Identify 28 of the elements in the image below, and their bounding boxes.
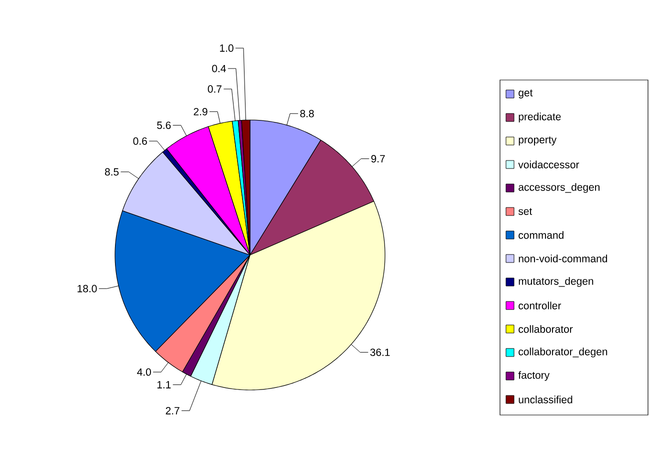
legend-label: set	[518, 208, 532, 215]
legend-label: non-void-command	[518, 254, 608, 262]
data-label: 18.0	[78, 284, 97, 292]
data-label: 8.8	[300, 110, 314, 118]
data-label: 36.1	[370, 348, 390, 356]
data-label: 2.9	[194, 108, 208, 116]
data-label: 5.6	[157, 122, 171, 129]
legend-label: collaborator_degen	[518, 348, 608, 358]
data-label: 1.1	[157, 381, 171, 388]
data-label: 9.7	[371, 155, 385, 162]
legend-label: get	[518, 90, 533, 98]
data-label: 0.6	[133, 137, 147, 145]
legend-label: collaborator	[518, 325, 573, 333]
legend-label: property	[518, 136, 557, 146]
legend-label: voidaccessor	[518, 160, 580, 168]
data-label: 2.7	[166, 407, 180, 414]
legend-label: accessors_degen	[518, 183, 600, 193]
legend-label: command	[518, 231, 564, 239]
legend-label: controller	[518, 302, 562, 310]
data-label: 8.5	[104, 168, 119, 176]
data-label: 0.4	[212, 64, 226, 72]
legend-label: predicate	[518, 112, 561, 122]
data-label: 0.7	[208, 85, 222, 93]
data-label: 4.0	[137, 368, 151, 376]
legend-label: factory	[518, 371, 550, 381]
data-label: 1.0	[220, 44, 234, 52]
legend-label: mutators_degen	[518, 277, 594, 287]
legend-label: unclassified	[518, 396, 572, 404]
